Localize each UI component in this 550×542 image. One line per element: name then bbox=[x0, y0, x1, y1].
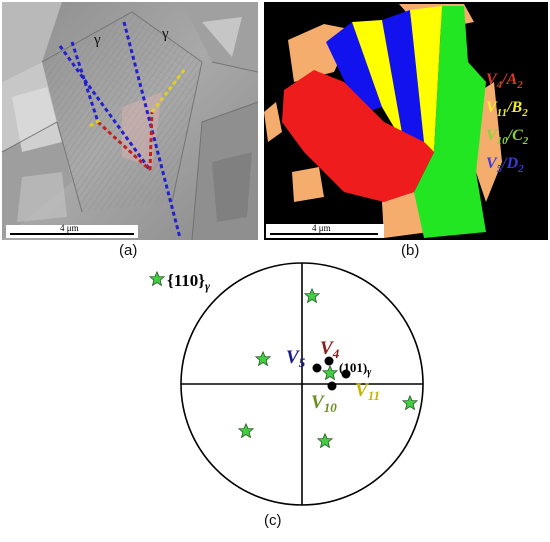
variant-legend: V4/A2 V11/B2 V10/C2 V5/D2 bbox=[486, 71, 529, 175]
scale-bar-label: 4 μm bbox=[60, 223, 79, 233]
ebsd-variant-map: 4 μm V4/A2 V11/B2 V10/C2 V5/D2 bbox=[264, 2, 548, 240]
legend-110-label: {110}γ bbox=[167, 271, 210, 293]
dot-v4 bbox=[324, 356, 334, 366]
pole-star-1 bbox=[304, 288, 320, 303]
legend-v5-d2: V5/D2 bbox=[486, 155, 524, 175]
region-yellow-1 bbox=[352, 20, 404, 144]
caption-b: (b) bbox=[401, 242, 420, 259]
gamma-label-2: γ bbox=[161, 26, 169, 42]
dot-v10 bbox=[327, 381, 337, 391]
region-green bbox=[414, 6, 486, 238]
pole-star-4 bbox=[238, 423, 254, 438]
pole-star-3 bbox=[402, 395, 418, 410]
dot-v11 bbox=[341, 369, 351, 379]
legend-star bbox=[149, 271, 165, 286]
legend-v4-a2: V4/A2 bbox=[486, 71, 523, 91]
gamma-label-1: γ bbox=[93, 32, 101, 48]
sem-micrograph-panel: γ γ 4 μm bbox=[1, 2, 259, 241]
region-tan-6 bbox=[292, 167, 324, 202]
region-tan-3 bbox=[264, 102, 282, 142]
region-yellow-2 bbox=[410, 6, 442, 152]
legend-v11-b2: V11/B2 bbox=[486, 99, 528, 119]
label-v5: V5 bbox=[286, 347, 306, 370]
pole-star-2 bbox=[255, 351, 271, 366]
pole-star-center bbox=[322, 365, 338, 380]
ebsd-map-panel: 4 μm V4/A2 V11/B2 V10/C2 V5/D2 bbox=[264, 2, 548, 240]
sem-micrograph-image: γ γ 4 μm bbox=[1, 2, 259, 241]
region-blue-2 bbox=[382, 10, 424, 144]
pole-figure: {110}γ (101)γ V4 V5 V10 V11 bbox=[149, 262, 424, 506]
label-v10: V10 bbox=[311, 392, 337, 415]
pole-star-5 bbox=[317, 433, 333, 448]
region-red bbox=[282, 70, 434, 202]
variant-dots bbox=[312, 356, 351, 391]
region-blue-1 bbox=[326, 22, 382, 114]
label-v4: V4 bbox=[320, 338, 340, 361]
pole-stars bbox=[149, 271, 418, 448]
label-v11: V11 bbox=[355, 380, 380, 403]
caption-c: (c) bbox=[264, 512, 282, 529]
scale-bar-label-b: 4 μm bbox=[312, 223, 331, 233]
dot-v5 bbox=[312, 363, 322, 373]
center-101-label: (101)γ bbox=[339, 360, 372, 378]
caption-a: (a) bbox=[119, 242, 138, 259]
pole-figure-panel: {110}γ (101)γ V4 V5 V10 V11 bbox=[0, 262, 550, 537]
legend-v10-c2: V10/C2 bbox=[486, 127, 529, 147]
